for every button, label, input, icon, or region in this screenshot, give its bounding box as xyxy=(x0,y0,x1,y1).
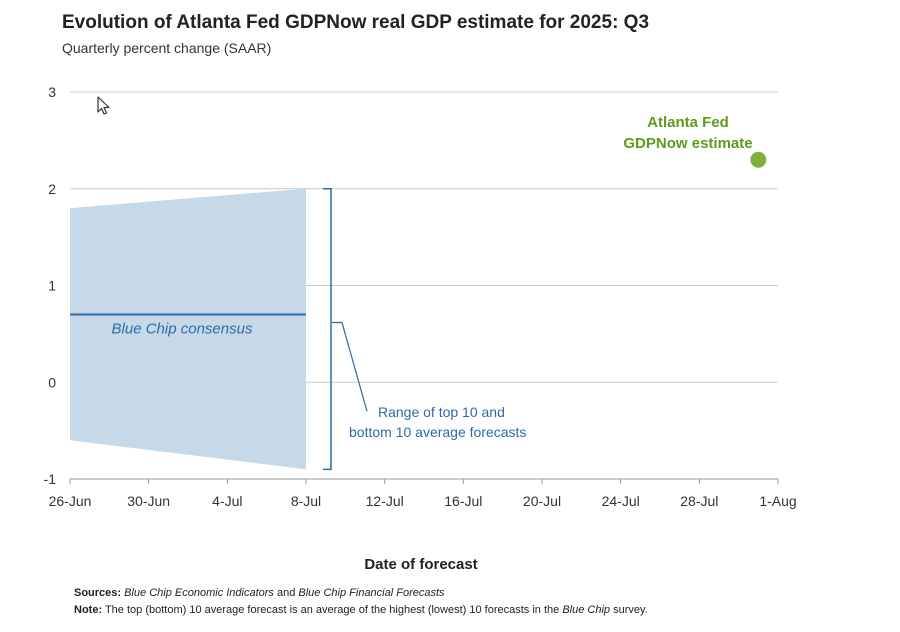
sources-footnote: Sources: Blue Chip Economic Indicators a… xyxy=(74,587,445,599)
x-tick-label: 4-Jul xyxy=(212,493,242,509)
blue-chip-consensus-label: Blue Chip consensus xyxy=(112,321,253,338)
x-tick-label: 1-Aug xyxy=(759,493,796,509)
x-tick-label: 12-Jul xyxy=(366,493,404,509)
x-tick-label: 30-Jun xyxy=(127,493,170,509)
y-tick-label: 2 xyxy=(48,181,56,197)
x-axis-label: Date of forecast xyxy=(364,556,478,573)
forecast-range-band xyxy=(70,188,306,470)
gdpnow-label-line: Atlanta Fed xyxy=(647,114,729,131)
mouse-cursor-icon xyxy=(97,96,110,115)
x-tick-label: 28-Jul xyxy=(680,493,718,509)
y-tick-label: 0 xyxy=(48,374,56,390)
note-text-1: The top (bottom) 10 average forecast is … xyxy=(102,604,563,616)
y-tick-label: 3 xyxy=(48,84,56,100)
sources-text-1: Blue Chip Economic Indicators xyxy=(124,587,274,599)
range-leader-line xyxy=(332,321,368,412)
x-tick-label: 16-Jul xyxy=(444,493,482,509)
x-tick-label: 8-Jul xyxy=(291,493,321,509)
y-tick-label: -1 xyxy=(44,471,57,487)
note-footnote: Note: The top (bottom) 10 average foreca… xyxy=(74,604,648,616)
sources-text-2: and xyxy=(273,587,299,599)
series-layer: Blue Chip consensus xyxy=(70,151,767,470)
x-tick-labels: 26-Jun 30-Jun 4-Jul 8-Jul 12-Jul 16-Jul 20-Jul… xyxy=(49,493,797,509)
gdpnow-label-line: GDPNow estimate xyxy=(623,135,752,152)
note-text-3: survey. xyxy=(610,604,648,616)
x-tick-label: 26-Jun xyxy=(49,493,92,509)
sources-label: Sources: xyxy=(74,587,122,599)
sources-text-3: Blue Chip Financial Forecasts xyxy=(298,587,445,599)
chart-subtitle: Quarterly percent change (SAAR) xyxy=(62,40,272,56)
note-label: Note: xyxy=(74,604,103,616)
annotation-layer: Range of top 10 and bottom 10 average for… xyxy=(323,114,753,471)
chart-plot: -1 0 1 2 3 26-Jun 30-Jun 4-Jul 8-Jul 12-Jul 16-Ju… xyxy=(44,84,797,509)
range-label-line: bottom 10 average forecasts xyxy=(349,424,526,440)
x-tick-label: 24-Jul xyxy=(602,493,640,509)
x-tick-label: 20-Jul xyxy=(523,493,561,509)
range-label-line: Range of top 10 and xyxy=(378,404,505,420)
note-text-2: Blue Chip xyxy=(562,604,611,616)
y-tick-labels: -1 0 1 2 3 xyxy=(44,84,57,487)
y-tick-label: 1 xyxy=(48,278,56,294)
gdpnow-point xyxy=(750,151,767,168)
range-bracket xyxy=(323,188,332,471)
chart-title: Evolution of Atlanta Fed GDPNow real GDP… xyxy=(62,12,650,33)
